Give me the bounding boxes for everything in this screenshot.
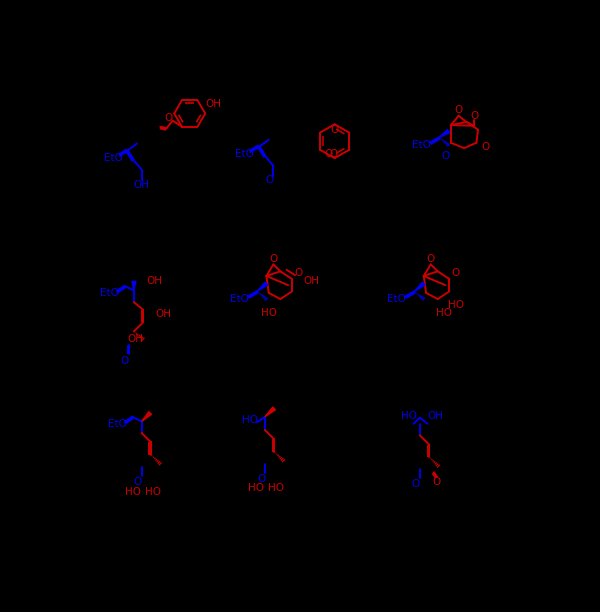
Text: HO: HO (125, 487, 140, 496)
Polygon shape (439, 130, 449, 137)
Text: EtO: EtO (235, 149, 254, 159)
Polygon shape (257, 282, 268, 291)
Polygon shape (415, 282, 425, 291)
Text: OH: OH (146, 277, 162, 286)
Text: O: O (455, 105, 463, 116)
Text: OH: OH (304, 277, 320, 286)
Text: OH: OH (428, 411, 443, 421)
Text: OH: OH (155, 310, 172, 319)
Text: O: O (257, 474, 265, 484)
Text: O: O (433, 477, 441, 487)
Text: O: O (164, 113, 173, 122)
Text: O: O (482, 141, 490, 152)
Text: EtO: EtO (104, 153, 124, 163)
Text: O: O (265, 176, 274, 185)
Text: OH: OH (134, 180, 149, 190)
Text: O: O (294, 268, 302, 278)
Text: HO: HO (268, 483, 284, 493)
Text: HO: HO (260, 308, 277, 318)
Text: HO: HO (401, 411, 416, 421)
Text: O: O (133, 477, 141, 487)
Text: EtO: EtO (412, 140, 431, 150)
Text: HO: HO (145, 487, 161, 496)
Text: O: O (331, 125, 339, 135)
Text: O: O (427, 254, 435, 264)
Text: O: O (269, 254, 278, 264)
Text: OH: OH (205, 99, 221, 109)
Polygon shape (265, 407, 275, 417)
Text: O: O (121, 356, 129, 365)
Text: EtO: EtO (388, 294, 406, 304)
Text: HO: HO (248, 483, 264, 493)
Text: HO: HO (448, 300, 464, 310)
Text: EtO: EtO (230, 294, 249, 304)
Text: OH: OH (127, 334, 143, 344)
Text: O: O (451, 268, 460, 278)
Text: EtO: EtO (107, 419, 127, 429)
Text: HO: HO (436, 308, 452, 318)
Text: O: O (442, 151, 449, 161)
Text: O: O (325, 149, 332, 159)
Text: O: O (329, 149, 338, 159)
Text: O: O (470, 111, 478, 121)
Text: O: O (412, 479, 420, 489)
Text: EtO: EtO (100, 288, 119, 298)
Polygon shape (132, 282, 136, 291)
Polygon shape (142, 412, 152, 422)
Text: HO: HO (242, 415, 257, 425)
